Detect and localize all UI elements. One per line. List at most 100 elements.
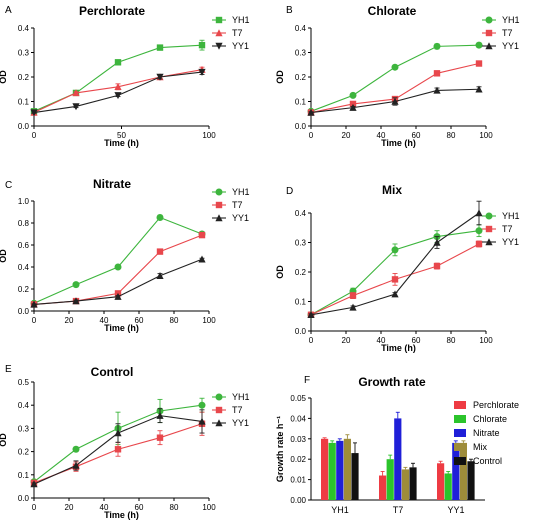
data-point <box>114 429 122 437</box>
data-point <box>349 103 357 111</box>
panel-letter: C <box>5 180 12 191</box>
series-yh1 <box>307 41 483 115</box>
x-tick-label: 0 <box>32 316 37 325</box>
data-point <box>198 68 206 76</box>
y-tick-label: 0.8 <box>18 219 30 228</box>
legend-entry: YH1 <box>212 15 250 25</box>
x-tick-label: 100 <box>479 336 493 345</box>
data-point <box>156 434 164 441</box>
legend-entry: YY1 <box>212 418 249 428</box>
y-tick-label: 0.2 <box>18 448 30 457</box>
panel-letter: F <box>304 375 310 386</box>
legend-swatch <box>454 443 466 451</box>
y-tick-label: 0.2 <box>18 73 30 82</box>
legend-swatch <box>454 429 466 437</box>
bar-chlorate <box>328 442 336 500</box>
data-point <box>349 303 357 311</box>
bar-perchlorate <box>321 438 329 500</box>
legend-entry: YY1 <box>212 213 249 223</box>
data-point <box>114 83 122 90</box>
legend-entry: Chlorate <box>454 414 507 424</box>
y-tick-label: 0.2 <box>295 268 307 277</box>
series-yy1 <box>307 85 483 116</box>
x-tick-label: 60 <box>412 336 421 345</box>
legend-marker <box>485 16 493 24</box>
data-point <box>433 86 441 94</box>
x-tick-label: 60 <box>135 503 144 512</box>
y-axis-label: OD <box>0 433 8 447</box>
series-line <box>33 69 203 114</box>
legend-entry: T7 <box>212 405 243 415</box>
bar-chlorate <box>444 473 452 500</box>
legend-entry: YY1 <box>482 41 519 51</box>
x-tick-label: 100 <box>202 316 216 325</box>
bar-control <box>467 461 475 500</box>
legend-entry: Mix <box>454 442 487 452</box>
bar-control <box>409 467 417 500</box>
x-tick-label: YH1 <box>331 505 349 515</box>
data-point <box>391 276 399 283</box>
legend-marker <box>485 42 493 50</box>
x-tick-label: 0 <box>32 131 37 140</box>
legend-label: T7 <box>502 28 513 38</box>
y-tick-label: 0.01 <box>290 476 306 485</box>
data-point <box>156 73 164 81</box>
chart-title: Control <box>91 365 134 379</box>
y-tick-label: 0.03 <box>290 435 306 444</box>
y-tick-label: 0.1 <box>295 98 307 107</box>
legend-swatch <box>454 415 466 423</box>
y-tick-label: 0.4 <box>18 24 30 33</box>
x-tick-label: 40 <box>377 336 386 345</box>
series-yh1 <box>30 39 206 115</box>
x-tick-label: 20 <box>342 131 351 140</box>
legend-marker <box>215 16 223 24</box>
data-point <box>114 292 122 300</box>
legend-marker <box>485 238 493 246</box>
x-axis-label: Time (h) <box>104 510 139 520</box>
data-point <box>198 231 206 239</box>
bar-mix <box>401 469 409 500</box>
chart-title: Mix <box>382 183 402 197</box>
legend-label: YH1 <box>502 211 520 221</box>
data-point <box>198 255 206 263</box>
data-point <box>198 41 206 49</box>
data-point <box>349 292 357 299</box>
legend-entry: T7 <box>482 28 513 38</box>
x-tick-label: 60 <box>135 316 144 325</box>
data-point <box>475 227 483 235</box>
legend-label: YY1 <box>232 213 249 223</box>
y-tick-label: 0.3 <box>295 239 307 248</box>
bar-mix <box>459 442 467 500</box>
x-tick-label: 100 <box>479 131 493 140</box>
series-line <box>310 230 480 316</box>
data-point <box>307 310 315 318</box>
y-tick-label: 0.3 <box>295 49 307 58</box>
data-point <box>307 108 315 116</box>
legend-entry: T7 <box>482 224 513 234</box>
legend-entry: YY1 <box>212 41 249 51</box>
chart-title: Perchlorate <box>79 4 145 18</box>
x-tick-label: 60 <box>412 131 421 140</box>
data-point <box>72 281 80 289</box>
data-point <box>156 248 164 255</box>
x-tick-label: 40 <box>100 503 109 512</box>
data-point <box>391 246 399 254</box>
x-axis-label: Time (h) <box>104 138 139 148</box>
data-point <box>475 85 483 93</box>
legend-marker <box>215 201 223 209</box>
series-yy1 <box>30 408 206 488</box>
legend-label: T7 <box>232 405 243 415</box>
legend-label: Mix <box>473 442 487 452</box>
data-point <box>475 209 483 217</box>
x-tick-label: 20 <box>342 336 351 345</box>
x-axis-label: Time (h) <box>104 323 139 333</box>
data-point <box>475 240 483 248</box>
panel-letter: D <box>286 186 293 197</box>
data-point <box>475 41 483 49</box>
legend-marker <box>215 406 223 414</box>
legend-entry: Nitrate <box>454 428 500 438</box>
y-tick-label: 0.00 <box>290 496 306 505</box>
panel-f: F Growth rate 0.00 0.01 0.02 0.03 0.04 0.05 Grow… <box>275 375 519 515</box>
x-tick-label: YY1 <box>447 505 464 515</box>
